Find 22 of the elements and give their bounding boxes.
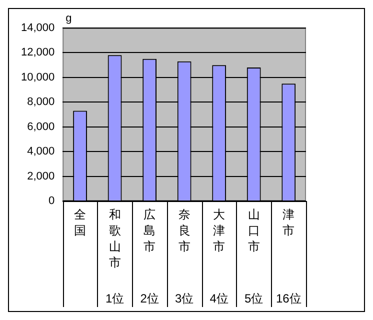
y-tick-label: 4,000: [27, 146, 55, 158]
y-tick-label: 0: [48, 195, 55, 208]
x-tick-label: 全国: [74, 207, 86, 238]
x-tick-label: 奈良市: [178, 207, 190, 254]
x-tick-label: 津市: [282, 207, 295, 238]
text: 1位: [105, 291, 124, 306]
x-tick-label: 山口市: [248, 207, 260, 254]
y-tick-label: 2,000: [27, 170, 55, 182]
y-tick-label: 8,000: [27, 96, 55, 108]
text: 3位: [174, 291, 194, 306]
text: 2位: [140, 291, 159, 306]
x-tick-label: 大津市: [213, 207, 226, 254]
text: 4位: [210, 291, 228, 306]
y-tick-label: 10,000: [20, 71, 55, 84]
x-tick-label: 和歌山市: [108, 207, 121, 270]
y-tick-label: 12,000: [20, 46, 55, 59]
y-tick-label: 6,000: [27, 120, 55, 133]
y-tick-label: 14,000: [20, 22, 55, 34]
x-tick-label: 広島市: [144, 207, 156, 254]
y-axis-title: g: [66, 12, 72, 25]
text: 16位: [276, 291, 302, 306]
text: 5位: [244, 291, 264, 306]
